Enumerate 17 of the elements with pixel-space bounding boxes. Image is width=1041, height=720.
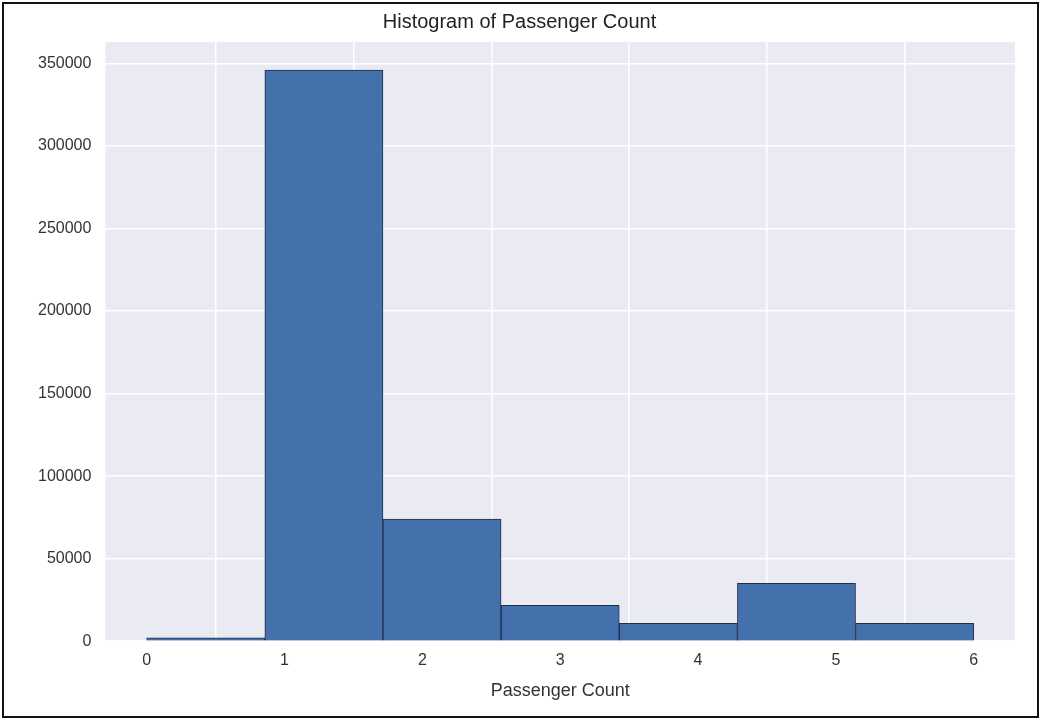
x-tick-label: 5 [831, 651, 841, 669]
y-tick-label: 100000 [38, 466, 92, 484]
x-tick-label: 2 [417, 651, 427, 669]
y-tick-label: 150000 [38, 384, 92, 401]
x-tick-label: 3 [555, 651, 565, 669]
y-tick-label: 0 [82, 631, 92, 649]
y-tick-label: 200000 [38, 301, 92, 319]
y-tick-label: 50000 [46, 549, 92, 567]
x-tick-label: 0 [142, 651, 152, 669]
x-tick-label: 4 [693, 651, 703, 669]
chart-title: Histogram of Passenger Count [382, 9, 657, 32]
y-tick-label: 300000 [38, 136, 92, 154]
x-tick-label: 1 [280, 651, 290, 669]
y-tick-label: 350000 [38, 53, 92, 71]
x-axis-title: Passenger Count [490, 680, 630, 701]
y-tick-label: 250000 [38, 218, 92, 236]
x-tick-label: 6 [969, 651, 979, 669]
